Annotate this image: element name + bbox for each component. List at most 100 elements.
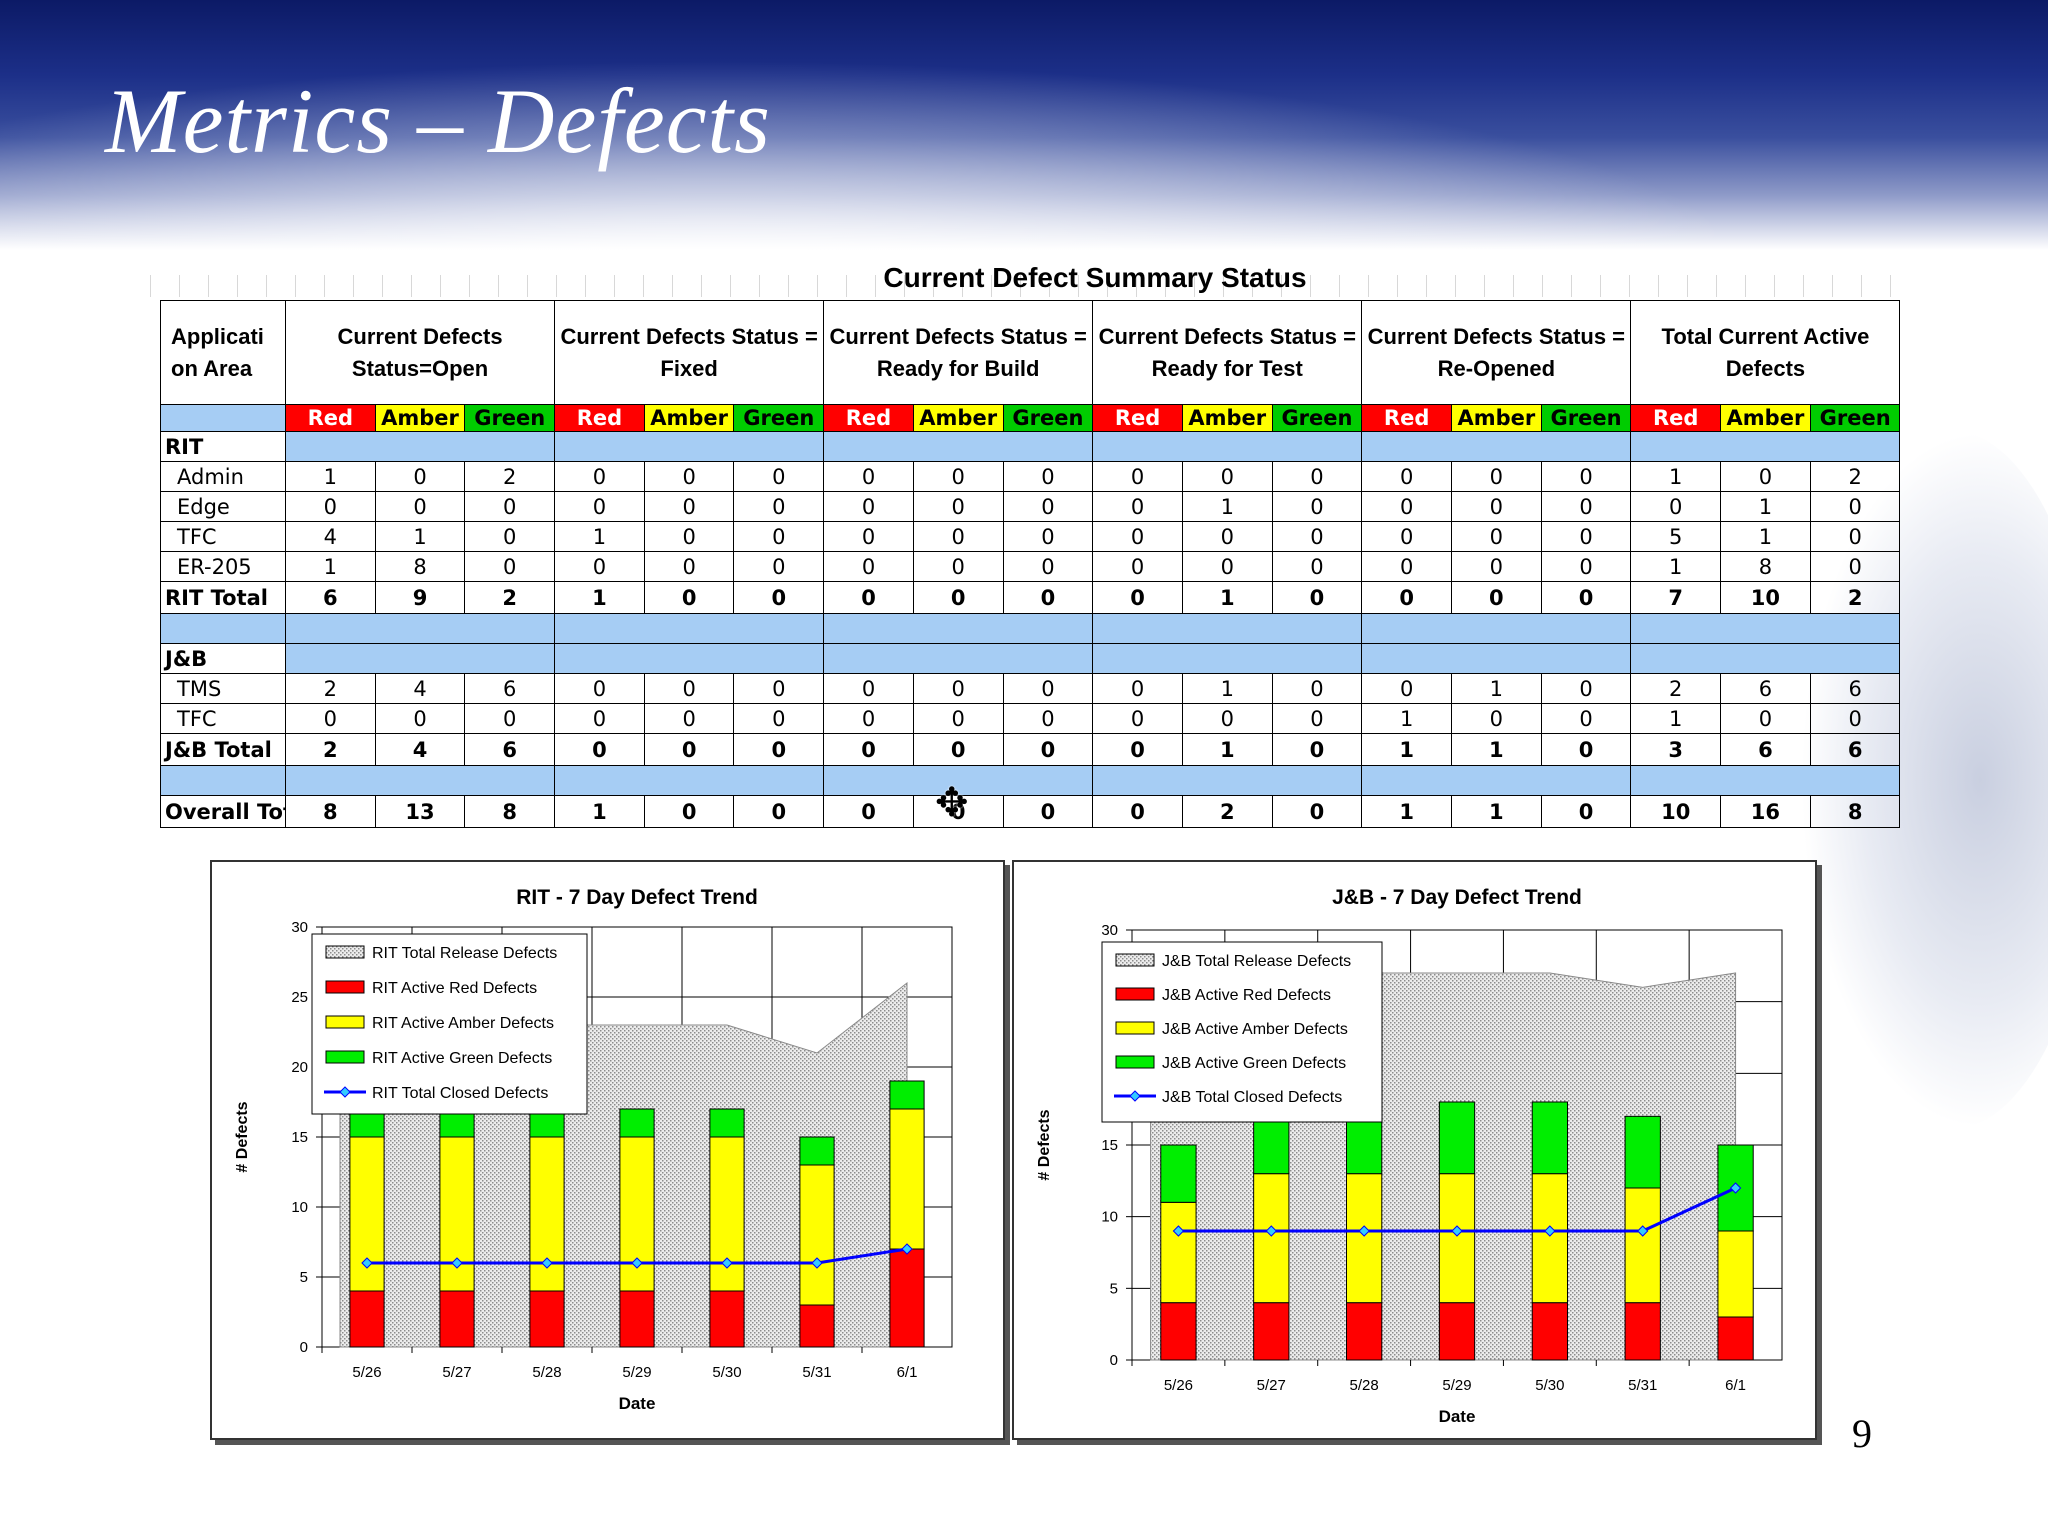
legend-swatch [1115,953,1155,967]
band-cell [554,643,825,674]
value-cell: 0 [1271,795,1363,828]
band-cell [1630,613,1901,644]
value-cell: 6 [1809,733,1901,766]
value-cell: 0 [912,703,1004,734]
value-cell: 0 [554,673,645,704]
value-cell: 1 [1720,491,1811,522]
value-cell: 0 [1540,461,1632,492]
value-cell: 0 [1002,733,1094,766]
value-cell: 0 [912,521,1004,552]
total-row: J&B Total 2 4 6 0 0 0 0 0 0 0 1 0 1 1 0 3 6 6 [160,733,1901,766]
row-label: ER-205 [160,551,286,582]
value-cell: 0 [733,733,825,766]
value-cell: 1 [1630,461,1722,492]
value-cell: 0 [643,581,735,614]
x-tick-label: 5/27 [1257,1377,1286,1394]
y-tick-label: 30 [1101,922,1118,939]
band-cell [823,643,1094,674]
value-cell: 0 [733,551,825,582]
value-cell: 0 [464,703,556,734]
value-cell: 0 [1720,703,1811,734]
value-cell: 0 [1002,581,1094,614]
band-cell [1630,765,1901,796]
value-cell: 0 [823,521,914,552]
rag-header-green: Green [1271,404,1363,432]
value-cell: 0 [733,703,825,734]
value-cell: 0 [1002,521,1094,552]
value-cell: 0 [285,491,376,522]
x-axis-title: Date [619,1394,656,1413]
value-cell: 0 [823,703,914,734]
value-cell: 0 [1361,491,1452,522]
section-label: J&B [160,643,286,674]
y-axis-title: # Defects [1036,1109,1053,1180]
chart-title: RIT - 7 Day Defect Trend [516,886,758,909]
value-cell: 1 [554,581,645,614]
value-cell: 0 [374,491,466,522]
value-cell: 2 [285,673,376,704]
band-cell [823,613,1094,644]
rag-header-amber: Amber [374,404,466,432]
value-cell: 0 [1630,491,1722,522]
legend-label: RIT Active Amber Defects [372,1015,554,1032]
value-cell: 0 [643,491,735,522]
value-cell: 0 [912,733,1004,766]
bar-segment [1624,1115,1661,1189]
value-cell: 0 [1092,733,1183,766]
row-label: TFC [160,703,286,734]
value-cell: 0 [1809,703,1901,734]
legend-swatch [1115,1021,1155,1035]
row-label: Edge [160,491,286,522]
value-cell: 6 [285,581,376,614]
y-tick-label: 0 [1110,1352,1118,1369]
value-cell: 6 [1809,673,1901,704]
bar-segment [889,1080,925,1110]
value-cell: 0 [1092,703,1183,734]
value-cell: 1 [554,795,645,828]
value-cell: 1 [1181,581,1273,614]
band-cell [284,613,556,644]
value-cell: 0 [1092,521,1183,552]
value-cell: 0 [733,491,825,522]
section-label: RIT [160,431,286,462]
value-cell: 0 [733,461,825,492]
value-cell: 0 [554,551,645,582]
table-row: Admin 1 0 2 0 0 0 0 0 0 0 0 0 0 0 0 1 0 2 [160,461,1901,492]
bar-segment [709,1108,745,1138]
value-cell: 0 [1540,551,1632,582]
value-cell: 0 [823,581,914,614]
value-cell: 0 [1271,581,1363,614]
value-cell: 0 [1092,491,1183,522]
value-cell: 0 [823,733,914,766]
value-cell: 0 [1271,551,1363,582]
slide-title: Metrics – Defects [105,70,771,172]
band-cell [160,765,286,796]
status-group-header: Current Defects Status = Ready for Build [823,300,1094,405]
value-cell: 1 [1451,673,1542,704]
line-marker [631,1257,643,1269]
band-cell [1361,613,1632,644]
value-cell: 0 [1361,581,1452,614]
band-cell [823,765,1094,796]
rag-header-amber: Amber [1181,404,1273,432]
y-tick-label: 30 [291,919,308,936]
value-cell: 13 [374,795,466,828]
x-tick-label: 5/28 [1350,1377,1379,1394]
legend-swatch [1115,1055,1155,1069]
bar-segment [1160,1201,1197,1304]
status-group-header: Total Current Active Defects [1630,300,1901,405]
value-cell: 4 [374,733,466,766]
bar-segment [1253,1302,1290,1361]
line-marker [451,1257,463,1269]
line-marker [1544,1225,1556,1237]
x-tick-label: 5/31 [802,1364,831,1381]
value-cell: 0 [1271,521,1363,552]
value-cell: 0 [1361,673,1452,704]
value-cell: 10 [1630,795,1722,828]
value-cell: 6 [1720,673,1811,704]
x-tick-label: 5/29 [622,1364,651,1381]
row-label: Overall Tot [160,795,286,828]
band-cell [823,431,1094,462]
value-cell: 2 [1809,461,1901,492]
value-cell: 0 [285,703,376,734]
